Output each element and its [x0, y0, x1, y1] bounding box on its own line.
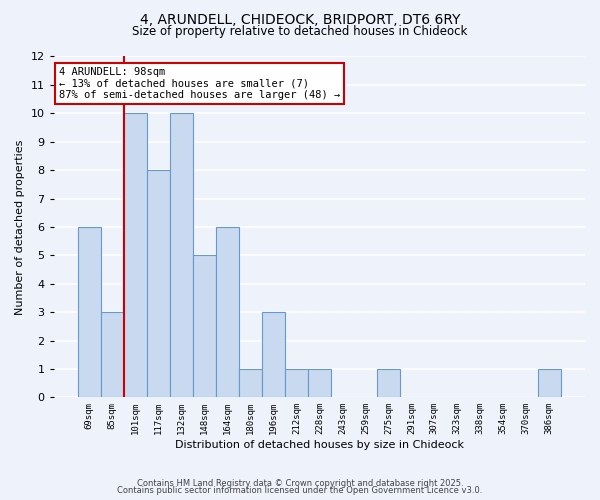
Y-axis label: Number of detached properties: Number of detached properties: [15, 139, 25, 314]
Bar: [170, 114, 193, 398]
Text: 4 ARUNDELL: 98sqm
← 13% of detached houses are smaller (7)
87% of semi-detached : 4 ARUNDELL: 98sqm ← 13% of detached hous…: [59, 66, 340, 100]
Bar: [193, 256, 216, 398]
Bar: [124, 114, 147, 398]
Bar: [285, 369, 308, 398]
Bar: [538, 369, 561, 398]
Bar: [239, 369, 262, 398]
Bar: [262, 312, 285, 398]
Text: 4, ARUNDELL, CHIDEOCK, BRIDPORT, DT6 6RY: 4, ARUNDELL, CHIDEOCK, BRIDPORT, DT6 6RY: [140, 12, 460, 26]
X-axis label: Distribution of detached houses by size in Chideock: Distribution of detached houses by size …: [175, 440, 464, 450]
Text: Contains HM Land Registry data © Crown copyright and database right 2025.: Contains HM Land Registry data © Crown c…: [137, 478, 463, 488]
Bar: [216, 227, 239, 398]
Bar: [147, 170, 170, 398]
Bar: [101, 312, 124, 398]
Bar: [78, 227, 101, 398]
Text: Size of property relative to detached houses in Chideock: Size of property relative to detached ho…: [133, 25, 467, 38]
Bar: [308, 369, 331, 398]
Bar: [377, 369, 400, 398]
Text: Contains public sector information licensed under the Open Government Licence v3: Contains public sector information licen…: [118, 486, 482, 495]
